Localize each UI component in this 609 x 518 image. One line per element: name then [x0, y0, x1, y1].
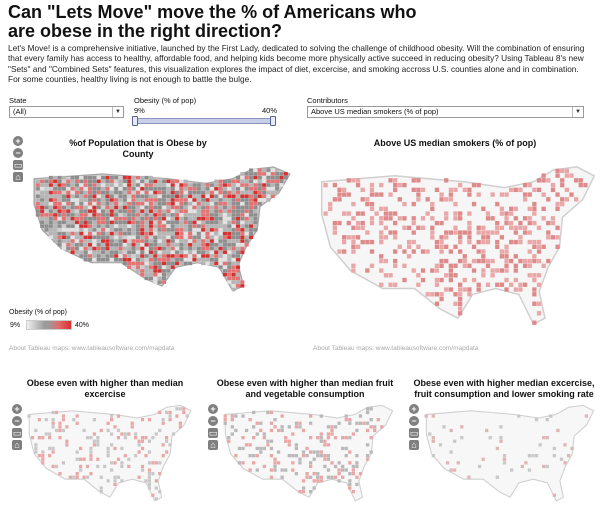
state-filter-label: State [9, 96, 27, 105]
us-county-map [320, 166, 596, 326]
smokers-map[interactable] [313, 158, 603, 336]
zoom-out-icon[interactable]: − [13, 148, 23, 158]
home-icon[interactable]: ⌂ [409, 440, 419, 450]
page-description: Let's Move! is a comprehensive initiativ… [8, 43, 585, 85]
home-icon[interactable]: ⌂ [13, 172, 23, 182]
smokers-map-title: Above US median smokers (% of pop) [373, 138, 537, 148]
county-cells [323, 168, 588, 325]
contributors-dropdown-value: Above US median smokers (% of pop) [311, 107, 439, 116]
zoom-in-icon[interactable]: + [409, 404, 419, 414]
fruit-veg-map[interactable] [220, 400, 398, 508]
map-toolbar: + − ▭ ⌂ [409, 404, 419, 452]
select-icon[interactable]: ▭ [208, 428, 218, 438]
combined-map[interactable] [421, 400, 599, 508]
map-toolbar: + − ▭ ⌂ [13, 136, 23, 184]
obese-county-map[interactable] [26, 160, 298, 300]
fruit-veg-map-title: Obese even with higher than median fruit… [216, 378, 394, 399]
legend-gradient [26, 320, 72, 330]
legend-max-label: 40% [75, 322, 90, 329]
legend-title: Obesity (% of pop) [9, 309, 67, 316]
home-icon[interactable]: ⌂ [12, 440, 22, 450]
select-icon[interactable]: ▭ [13, 160, 23, 170]
us-county-map [33, 166, 291, 292]
obesity-slider-max-handle[interactable] [270, 116, 276, 126]
obesity-slider-min-label: 9% [134, 106, 145, 115]
obesity-slider-min-handle[interactable] [132, 116, 138, 126]
us-county-map [27, 404, 192, 502]
county-cells [27, 407, 189, 501]
zoom-out-icon[interactable]: − [12, 416, 22, 426]
map-toolbar: + − ▭ ⌂ [208, 404, 218, 452]
combined-map-title: Obese even with higher median excercise,… [413, 378, 595, 399]
contributors-filter-label: Contributors [307, 96, 348, 105]
select-icon[interactable]: ▭ [409, 428, 419, 438]
exercise-map[interactable] [24, 400, 196, 508]
zoom-out-icon[interactable]: − [208, 416, 218, 426]
obesity-filter-label: Obesity (% of pop) [134, 96, 197, 105]
legend-min-label: 9% [10, 322, 21, 329]
map-data-credit[interactable]: About Tableau maps: www.tableausoftware.… [9, 345, 175, 352]
exercise-map-title: Obese even with higher than median excer… [26, 378, 184, 399]
zoom-out-icon[interactable]: − [409, 416, 419, 426]
select-icon[interactable]: ▭ [12, 428, 22, 438]
county-cells [35, 168, 288, 292]
chevron-down-icon[interactable]: ▼ [572, 107, 583, 117]
chevron-down-icon[interactable]: ▼ [112, 107, 123, 117]
contributors-dropdown[interactable]: Above US median smokers (% of pop) ▼ [307, 106, 584, 118]
county-cells [223, 407, 384, 494]
zoom-in-icon[interactable]: + [12, 404, 22, 414]
obese-county-map-title: %of Population that is Obese by County [69, 138, 207, 159]
county-cells [424, 414, 589, 497]
zoom-in-icon[interactable]: + [208, 404, 218, 414]
map-toolbar: + − ▭ ⌂ [12, 404, 22, 452]
obesity-range-slider[interactable] [132, 116, 276, 126]
map-data-credit[interactable]: About Tableau maps: www.tableausoftware.… [313, 345, 479, 352]
zoom-in-icon[interactable]: + [13, 136, 23, 146]
us-county-map [424, 404, 595, 502]
page-title: Can "Lets Move" move the % of Americans … [8, 2, 417, 41]
state-dropdown-value: (All) [13, 107, 27, 116]
obesity-slider-max-label: 40% [262, 106, 278, 115]
state-dropdown[interactable]: (All) ▼ [9, 106, 124, 118]
home-icon[interactable]: ⌂ [208, 440, 218, 450]
us-county-map [223, 404, 394, 502]
